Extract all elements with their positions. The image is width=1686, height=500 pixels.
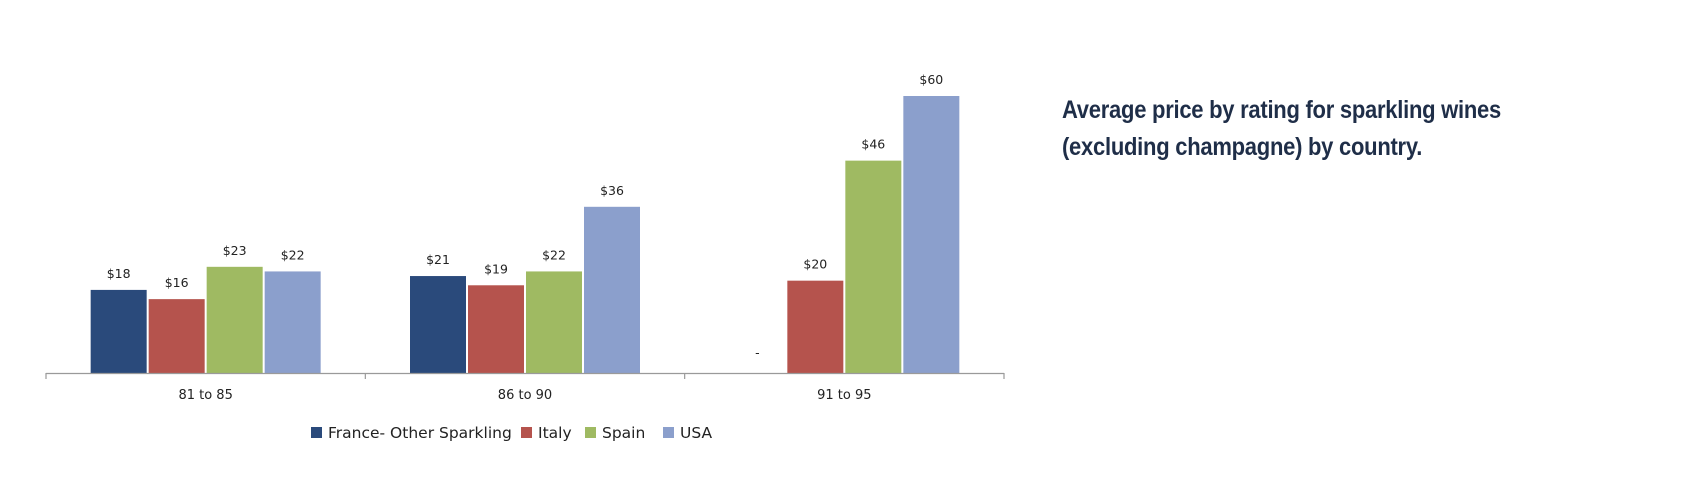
bar-spain-86-to-90	[526, 271, 582, 373]
legend-swatch-spain	[585, 427, 596, 438]
data-label-spain-91-to-95: $46	[861, 137, 885, 152]
legend-swatch-usa	[663, 427, 674, 438]
data-label-spain-86-to-90: $22	[542, 247, 566, 262]
data-label-france-other-sparkling-91-to-95: -	[755, 345, 760, 360]
bar-usa-91-to-95	[903, 96, 960, 373]
data-label-italy-86-to-90: $19	[484, 261, 508, 276]
x-tick-label-1: 81 to 85	[178, 388, 232, 403]
legend-swatch-italy	[521, 427, 532, 438]
bar-spain-81-to-85	[206, 266, 263, 373]
bar-spain-91-to-95	[845, 160, 902, 373]
bar-france-other-sparkling-86-to-90	[410, 276, 466, 373]
legend-label-usa: USA	[680, 424, 712, 442]
data-label-italy-91-to-95: $20	[803, 257, 827, 272]
bar-usa-86-to-90	[584, 206, 640, 373]
data-label-spain-81-to-85: $23	[223, 243, 247, 258]
bar-italy-81-to-85	[148, 299, 205, 373]
bar-italy-86-to-90	[468, 285, 524, 373]
chart-title: Average price by rating for sparkling wi…	[1062, 92, 1555, 166]
bar-italy-91-to-95	[787, 280, 844, 373]
bars-layer	[90, 96, 960, 373]
legend-label-france-other-sparkling: France- Other Sparkling	[328, 424, 512, 442]
legend: France- Other Sparkling Italy Spain USA	[311, 424, 712, 442]
legend-label-spain: Spain	[602, 424, 645, 442]
data-label-usa-81-to-85: $22	[281, 247, 305, 262]
chart-title-line-1: Average price by rating for sparkling wi…	[1062, 96, 1501, 124]
data-label-france-other-sparkling-86-to-90: $21	[426, 252, 450, 267]
legend-label-italy: Italy	[538, 424, 572, 442]
data-label-italy-81-to-85: $16	[165, 275, 189, 290]
legend-swatch-france-other-sparkling	[311, 427, 322, 438]
data-label-usa-91-to-95: $60	[919, 72, 943, 87]
bar-france-other-sparkling-81-to-85	[90, 289, 147, 373]
data-label-france-other-sparkling-81-to-85: $18	[107, 266, 131, 281]
bar-usa-81-to-85	[264, 271, 321, 373]
x-axis: 81 to 85 86 to 90 91 to 95	[45, 372, 1005, 403]
data-labels-layer: $18 $16 $23 $22 $21 $19 $22 $36 - $20 $46 $60	[107, 72, 944, 360]
data-label-usa-86-to-90: $36	[600, 183, 624, 198]
chart-title-line-2: (excluding champagne) by country.	[1062, 133, 1423, 161]
x-tick-label-2: 86 to 90	[498, 388, 552, 403]
x-tick-label-3: 91 to 95	[817, 388, 871, 403]
